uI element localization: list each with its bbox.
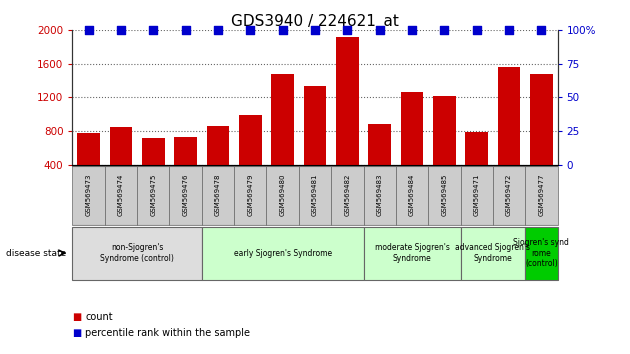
Point bbox=[375, 27, 385, 33]
Point bbox=[181, 27, 191, 33]
Bar bbox=[525, 227, 558, 280]
Bar bbox=[299, 166, 331, 225]
Bar bbox=[169, 166, 202, 225]
Bar bbox=[530, 74, 553, 198]
Bar bbox=[142, 138, 164, 198]
Text: GSM569478: GSM569478 bbox=[215, 173, 221, 216]
Text: moderate Sjogren's
Syndrome: moderate Sjogren's Syndrome bbox=[375, 244, 449, 263]
Text: non-Sjogren's
Syndrome (control): non-Sjogren's Syndrome (control) bbox=[100, 244, 174, 263]
Bar bbox=[336, 37, 358, 198]
Text: GSM569475: GSM569475 bbox=[151, 173, 156, 216]
Text: ■: ■ bbox=[72, 328, 82, 338]
Bar bbox=[525, 166, 558, 225]
Text: percentile rank within the sample: percentile rank within the sample bbox=[85, 328, 250, 338]
Point bbox=[407, 27, 417, 33]
Bar bbox=[202, 227, 364, 280]
Text: Sjogren's synd
rome
(control): Sjogren's synd rome (control) bbox=[513, 238, 570, 268]
Bar bbox=[137, 166, 169, 225]
Point bbox=[439, 27, 449, 33]
Bar bbox=[428, 166, 461, 225]
Text: GSM569471: GSM569471 bbox=[474, 173, 479, 216]
Point bbox=[504, 27, 514, 33]
Bar bbox=[77, 133, 100, 198]
Text: GSM569476: GSM569476 bbox=[183, 173, 188, 216]
Bar bbox=[175, 137, 197, 198]
Text: GSM569485: GSM569485 bbox=[442, 173, 447, 216]
Point bbox=[278, 27, 288, 33]
Text: GSM569480: GSM569480 bbox=[280, 173, 285, 216]
Text: GSM569474: GSM569474 bbox=[118, 173, 124, 216]
Bar bbox=[493, 166, 525, 225]
Text: GSM569481: GSM569481 bbox=[312, 173, 318, 216]
Bar bbox=[396, 166, 428, 225]
Bar bbox=[364, 227, 461, 280]
Text: GSM569479: GSM569479 bbox=[248, 173, 253, 216]
Bar bbox=[72, 166, 105, 225]
Bar bbox=[364, 166, 396, 225]
Text: advanced Sjogren's
Syndrome: advanced Sjogren's Syndrome bbox=[455, 244, 530, 263]
Bar bbox=[272, 74, 294, 198]
Text: GSM569477: GSM569477 bbox=[539, 173, 544, 216]
Bar bbox=[331, 166, 364, 225]
Point bbox=[84, 27, 94, 33]
Bar bbox=[401, 92, 423, 198]
Bar bbox=[105, 166, 137, 225]
Bar bbox=[110, 127, 132, 198]
Bar bbox=[266, 166, 299, 225]
Bar bbox=[234, 166, 266, 225]
Bar bbox=[461, 227, 525, 280]
Point bbox=[310, 27, 320, 33]
Point bbox=[245, 27, 255, 33]
Bar bbox=[498, 67, 520, 198]
Bar bbox=[369, 124, 391, 198]
Point bbox=[116, 27, 126, 33]
Point bbox=[342, 27, 352, 33]
Bar bbox=[461, 166, 493, 225]
Bar bbox=[433, 96, 455, 198]
Title: GDS3940 / 224621_at: GDS3940 / 224621_at bbox=[231, 14, 399, 30]
Text: disease state: disease state bbox=[6, 249, 67, 258]
Point bbox=[213, 27, 223, 33]
Bar bbox=[304, 86, 326, 198]
Point bbox=[148, 27, 158, 33]
Bar bbox=[72, 227, 202, 280]
Text: GSM569484: GSM569484 bbox=[409, 173, 415, 216]
Text: count: count bbox=[85, 312, 113, 322]
Bar bbox=[202, 166, 234, 225]
Text: GSM569483: GSM569483 bbox=[377, 173, 382, 216]
Bar bbox=[466, 132, 488, 198]
Text: GSM569473: GSM569473 bbox=[86, 173, 91, 216]
Point bbox=[472, 27, 482, 33]
Bar bbox=[239, 115, 261, 198]
Text: early Sjogren's Syndrome: early Sjogren's Syndrome bbox=[234, 249, 332, 258]
Text: GSM569482: GSM569482 bbox=[345, 173, 350, 216]
Text: ■: ■ bbox=[72, 312, 82, 322]
Bar bbox=[207, 126, 229, 198]
Text: GSM569472: GSM569472 bbox=[506, 173, 512, 216]
Point bbox=[536, 27, 546, 33]
